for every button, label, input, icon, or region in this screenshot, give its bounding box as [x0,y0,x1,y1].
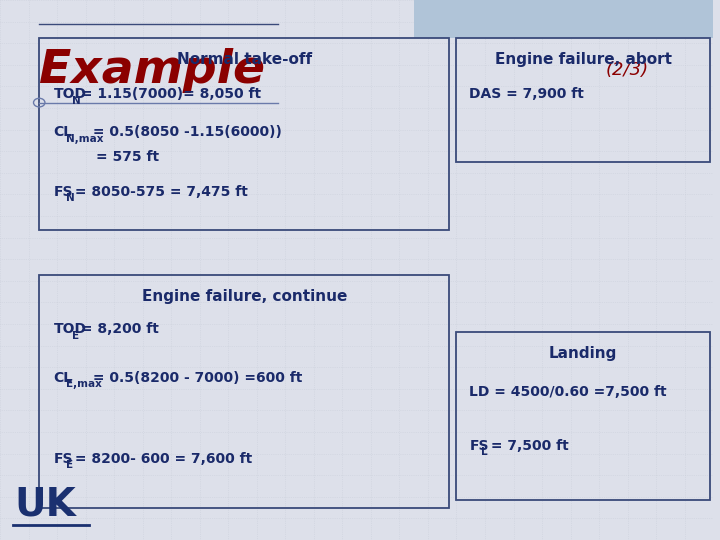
Text: = 8,200 ft: = 8,200 ft [76,322,159,336]
Text: = 8200- 600 = 7,600 ft: = 8200- 600 = 7,600 ft [70,452,253,466]
Text: L: L [482,447,488,457]
Text: N: N [66,193,74,203]
Text: LD = 4500/0.60 =7,500 ft: LD = 4500/0.60 =7,500 ft [469,384,667,399]
Text: N,max: N,max [66,134,103,144]
Text: Landing: Landing [549,346,617,361]
Text: N: N [72,96,81,106]
Text: FS: FS [53,185,73,199]
Text: Engine failure, abort: Engine failure, abort [495,52,672,67]
Text: = 0.5(8050 -1.15(6000)): = 0.5(8050 -1.15(6000)) [89,125,282,139]
Text: E: E [72,331,78,341]
Text: CL: CL [53,371,73,385]
Text: = 575 ft: = 575 ft [96,150,159,164]
Text: = 0.5(8200 - 7000) =600 ft: = 0.5(8200 - 7000) =600 ft [89,371,302,385]
Text: CL: CL [53,125,73,139]
Text: = 8050-575 = 7,475 ft: = 8050-575 = 7,475 ft [70,185,248,199]
Text: = 1.15(7000)= 8,050 ft: = 1.15(7000)= 8,050 ft [76,87,261,102]
Text: E,max: E,max [66,380,102,389]
Text: UK: UK [14,486,76,524]
Text: E: E [66,461,73,470]
Text: FS: FS [469,438,489,453]
Text: TOD: TOD [53,322,86,336]
Text: DAS = 7,900 ft: DAS = 7,900 ft [469,87,584,102]
Bar [414,0,714,38]
Text: FS: FS [53,452,73,466]
Text: (2/3): (2/3) [606,61,649,79]
Text: Normal take-off: Normal take-off [176,52,312,67]
Text: TOD: TOD [53,87,86,102]
Text: = 7,500 ft: = 7,500 ft [486,438,569,453]
Text: Engine failure, continue: Engine failure, continue [142,289,347,305]
Text: Example: Example [39,48,265,93]
